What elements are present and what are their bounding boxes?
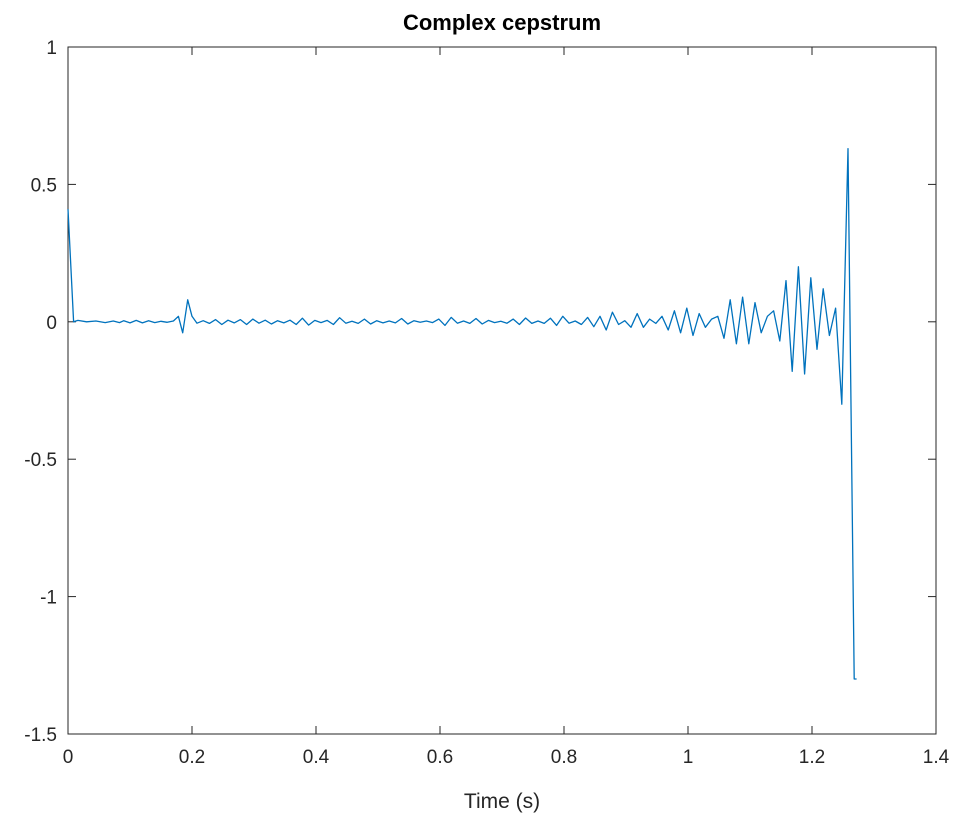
x-tick-label: 0 (63, 747, 74, 768)
series-line (67, 148, 857, 680)
x-tick-label: 0.6 (427, 747, 453, 768)
y-tick-label: -0.5 (24, 450, 57, 471)
tick-labels: 0 0.2 0.4 0.6 0.8 1 1.2 1.4 -1.5 -1 -0.5 0 0.5 1 (24, 38, 949, 768)
x-tick-label: 0.2 (179, 747, 205, 768)
y-tick-label: -1.5 (24, 725, 57, 746)
y-tick-label: 0.5 (31, 175, 57, 196)
axis-ticks (67, 46, 937, 735)
y-tick-label: 1 (46, 38, 57, 59)
x-tick-label: 1.2 (799, 747, 825, 768)
chart-title: Complex cepstrum (403, 10, 601, 35)
y-tick-label: -1 (40, 588, 57, 609)
x-tick-label: 1.4 (923, 747, 950, 768)
plot-area (67, 46, 937, 735)
x-axis-label: Time (s) (464, 790, 540, 813)
y-tick-label: 0 (46, 313, 57, 334)
x-tick-label: 0.8 (551, 747, 577, 768)
x-tick-label: 1 (683, 747, 694, 768)
x-tick-label: 0.4 (303, 747, 330, 768)
